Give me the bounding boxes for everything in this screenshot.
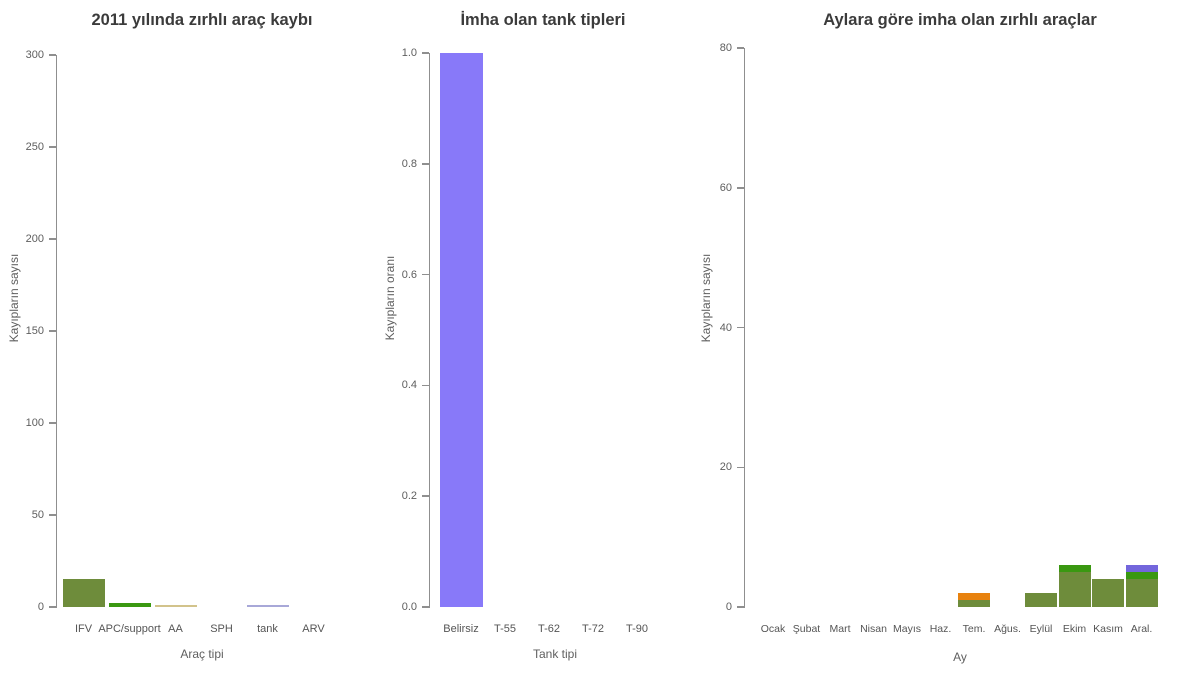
y-tick-label: 100 xyxy=(25,417,44,429)
y-tick xyxy=(421,52,429,54)
y-tick xyxy=(48,146,56,148)
bar-segment xyxy=(1025,593,1057,607)
bar-segment xyxy=(1092,579,1124,607)
x-category-label: Aral. xyxy=(1130,623,1153,635)
y-tick xyxy=(421,495,429,497)
x-category-label: APC/support xyxy=(98,623,161,635)
bar xyxy=(439,53,483,607)
y-tick xyxy=(736,326,744,329)
y-tick xyxy=(736,187,744,189)
x-category-label: Mart xyxy=(829,623,851,635)
y-tick-label: 20 xyxy=(719,461,732,474)
y-tick-label: 150 xyxy=(25,325,44,337)
y-tick xyxy=(421,606,429,608)
y-tick xyxy=(736,606,744,608)
y-axis-line xyxy=(743,48,745,608)
bar-segment xyxy=(1058,572,1091,607)
bar xyxy=(62,579,105,607)
y-tick-label: 40 xyxy=(719,321,732,334)
x-category-label: AA xyxy=(168,623,183,635)
x-category-label: Ocak xyxy=(760,623,786,635)
chart-title: Aylara göre imha olan zırhlı araçlar xyxy=(823,11,1097,29)
y-tick-label: 50 xyxy=(31,509,44,521)
y-tick-label: 0.0 xyxy=(401,601,417,613)
bar-segment xyxy=(958,600,990,607)
y-axis-line xyxy=(428,53,430,608)
bar xyxy=(108,603,151,607)
x-category-label: T-90 xyxy=(625,623,648,635)
y-tick-label: 200 xyxy=(25,233,44,245)
y-tick-label: 0.2 xyxy=(401,490,417,503)
x-category-label: Mayıs xyxy=(892,623,921,635)
y-axis-label: Kayıpların sayısı xyxy=(699,253,713,343)
y-tick-label: 0.4 xyxy=(401,379,417,392)
y-tick xyxy=(48,238,56,240)
bar xyxy=(154,605,197,607)
bar-segment xyxy=(958,593,990,600)
x-category-label: Şubat xyxy=(792,623,821,635)
bar xyxy=(246,605,289,607)
x-category-label: T-72 xyxy=(581,623,604,635)
x-axis-label: Araç tipi xyxy=(180,647,224,661)
y-tick xyxy=(48,514,56,516)
x-category-label: Tem. xyxy=(962,623,986,635)
y-axis-label: Kayıpların sayısı xyxy=(7,253,21,343)
y-tick-label: 250 xyxy=(25,141,44,153)
x-category-label: IFV xyxy=(74,623,93,635)
y-tick xyxy=(421,273,429,276)
x-category-label: Haz. xyxy=(929,623,952,635)
y-tick-label: 300 xyxy=(25,49,44,61)
bar-segment xyxy=(1125,579,1158,607)
y-tick xyxy=(421,163,429,165)
chart-title: 2011 yılında zırhlı araç kaybı xyxy=(91,11,313,29)
y-tick xyxy=(48,422,56,424)
x-category-label: Nisan xyxy=(860,623,887,635)
y-tick-label: 0 xyxy=(37,601,44,613)
y-tick-label: 0 xyxy=(725,601,732,613)
y-axis-line xyxy=(55,55,57,608)
x-axis-label: Ay xyxy=(953,650,967,664)
x-axis-label: Tank tipi xyxy=(532,647,578,661)
bar-segment xyxy=(1125,565,1158,573)
y-tick-label: 0.8 xyxy=(401,157,417,170)
x-category-label: Eylül xyxy=(1029,623,1053,635)
x-category-label: SPH xyxy=(210,623,233,635)
x-category-label: tank xyxy=(257,623,278,635)
y-tick xyxy=(48,606,56,608)
y-tick xyxy=(48,330,56,332)
y-tick-label: 80 xyxy=(719,42,732,54)
x-category-label: Kasım xyxy=(1093,623,1123,635)
y-tick xyxy=(48,54,56,56)
bar-segment xyxy=(1058,565,1091,573)
chart-title: İmha olan tank tipleri xyxy=(460,11,626,29)
x-category-label: Ağus. xyxy=(994,623,1021,635)
y-tick xyxy=(421,384,429,387)
y-tick-label: 0.6 xyxy=(401,268,417,281)
x-category-label: ARV xyxy=(302,623,325,635)
y-tick xyxy=(736,47,744,49)
x-category-label: Belirsiz xyxy=(443,623,479,635)
y-tick-label: 60 xyxy=(719,181,732,194)
x-category-label: Ekim xyxy=(1062,623,1087,635)
y-tick xyxy=(736,466,744,468)
x-category-label: T-62 xyxy=(537,623,560,635)
x-category-label: T-55 xyxy=(493,623,516,635)
y-tick-label: 1.0 xyxy=(401,47,417,59)
bar-segment xyxy=(1125,572,1158,580)
y-axis-label: Kayıpların oranı xyxy=(383,255,397,341)
